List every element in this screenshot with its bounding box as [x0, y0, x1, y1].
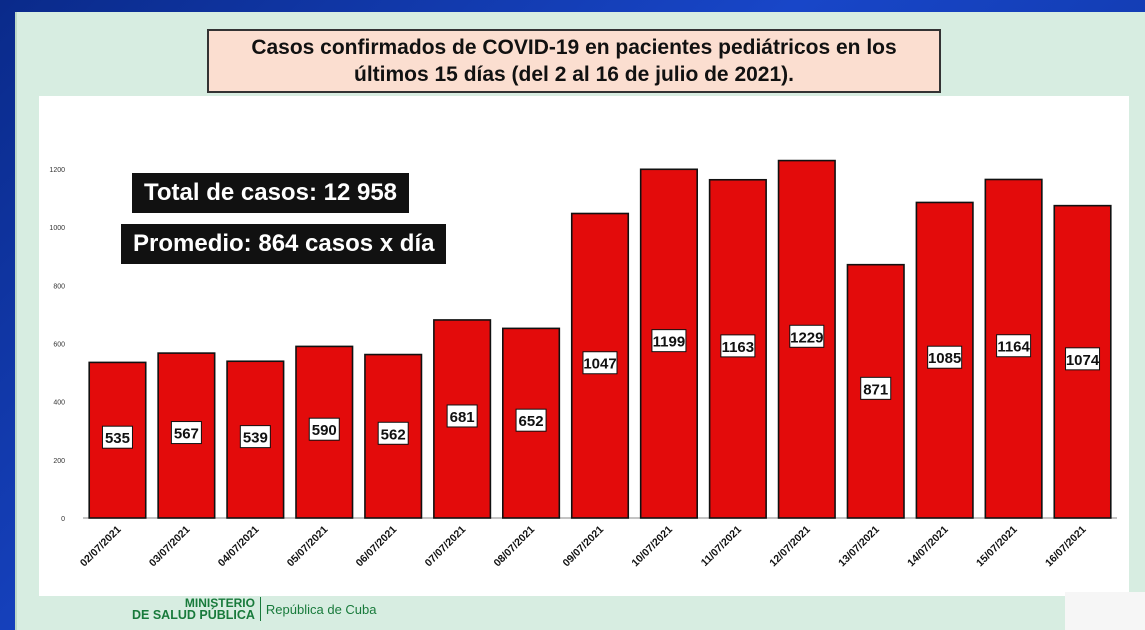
data-label: 562: [381, 426, 406, 443]
data-label-box: [927, 345, 963, 369]
x-tick-label: 12/07/2021: [767, 524, 813, 570]
x-tick-label: 09/07/2021: [560, 524, 606, 570]
data-label-box: [582, 351, 618, 375]
x-tick-label: 11/07/2021: [699, 524, 744, 569]
data-label: 1047: [583, 356, 616, 373]
total-cases-label: Total de casos: 12 958: [132, 173, 410, 213]
bar-chart: 0 200 400 600 800 1000 1200 535 02/07/2021 567 03/…: [49, 159, 1117, 570]
data-label-box: [377, 421, 409, 445]
data-label-box: [308, 417, 340, 441]
data-label: 539: [243, 430, 268, 447]
data-label-box: [720, 334, 756, 358]
x-tick-label: 15/07/2021: [974, 524, 1020, 570]
republic-label: República de Cuba: [265, 601, 377, 617]
data-label-box: [101, 425, 133, 449]
x-tick-label: 07/07/2021: [423, 524, 469, 570]
footer-logo: MINISTERIO DE SALUD PÚBLICA República de…: [132, 592, 377, 626]
x-tick-label: 02/07/2021: [78, 524, 124, 570]
x-tick-label: 04/07/2021: [216, 524, 262, 570]
x-tick-label: 05/07/2021: [285, 524, 331, 570]
y-tick-label: 600: [53, 342, 65, 349]
x-tick-label: 13/07/2021: [836, 524, 882, 570]
ministry-line1: MINISTERIO: [184, 596, 255, 610]
data-label: 1229: [790, 329, 823, 346]
data-label: 535: [105, 430, 130, 447]
data-label: 871: [863, 381, 888, 398]
data-label-box: [1065, 347, 1101, 371]
data-label-box: [170, 421, 202, 445]
data-label: 681: [450, 409, 475, 426]
x-tick-label: 14/07/2021: [905, 524, 951, 570]
y-tick-label: 1000: [49, 225, 65, 232]
x-tick-label: 10/07/2021: [629, 524, 675, 570]
data-label-box: [515, 408, 547, 432]
y-tick-label: 1200: [49, 167, 65, 174]
data-label: 1085: [928, 350, 961, 367]
data-label-box: [446, 404, 478, 428]
y-tick-label: 0: [61, 516, 65, 523]
data-label: 1164: [997, 339, 1030, 356]
y-tick-label: 400: [53, 400, 65, 407]
data-label: 590: [312, 422, 337, 439]
data-label-box: [996, 334, 1032, 358]
average-cases-label: Promedio: 864 casos x día: [121, 224, 447, 264]
data-label: 1199: [653, 334, 686, 351]
x-tick-label: 08/07/2021: [492, 524, 538, 570]
y-tick-label: 800: [53, 283, 65, 290]
x-tick-label: 06/07/2021: [354, 524, 400, 570]
data-label-box: [860, 376, 892, 400]
data-label: 567: [174, 426, 199, 443]
ministry-logo: MINISTERIO DE SALUD PÚBLICA: [132, 597, 261, 621]
ministry-line2: DE SALUD PÚBLICA: [132, 608, 255, 622]
data-label: 1074: [1066, 352, 1100, 369]
corner-overlay: [1065, 592, 1145, 630]
x-tick-label: 16/07/2021: [1043, 524, 1089, 570]
data-label: 652: [519, 413, 544, 430]
data-label-box: [239, 425, 271, 449]
chart-title: Casos confirmados de COVID-19 en pacient…: [207, 29, 941, 93]
y-tick-label: 200: [53, 458, 65, 465]
bar: [364, 353, 423, 519]
plot-area: 0 200 400 600 800 1000 1200 535 02/07/2021 567 03/…: [39, 96, 1129, 596]
data-label-box: [789, 324, 825, 348]
slide: Casos confirmados de COVID-19 en pacient…: [15, 12, 1145, 630]
x-tick-label: 03/07/2021: [147, 524, 193, 570]
data-label: 1163: [722, 339, 755, 356]
data-label-box: [651, 329, 687, 353]
